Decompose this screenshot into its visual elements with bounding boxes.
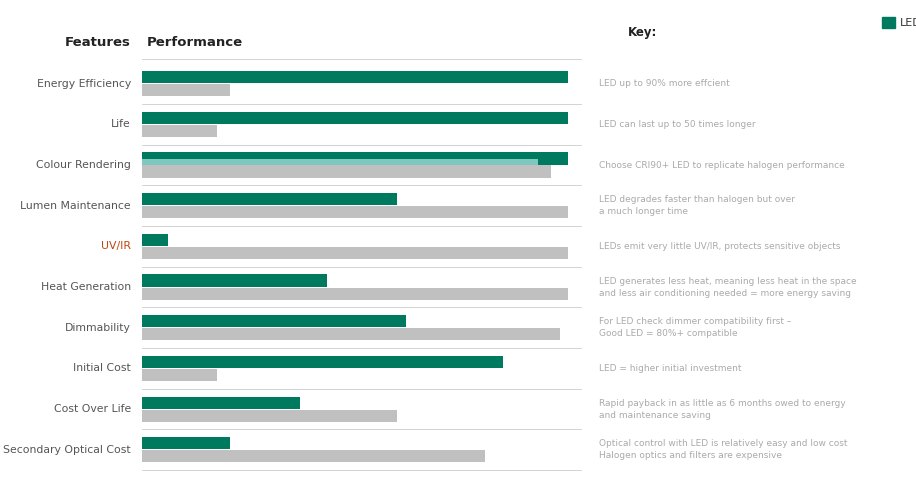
Bar xyxy=(142,328,560,340)
Text: LED generates less heat, meaning less heat in the space
and less air conditionin: LED generates less heat, meaning less he… xyxy=(599,277,856,297)
Bar xyxy=(142,437,230,450)
Text: LED degrades faster than halogen but over
a much longer time: LED degrades faster than halogen but ove… xyxy=(599,195,795,216)
Bar xyxy=(142,450,485,462)
Text: LEDs emit very little UV/IR, protects sensitive objects: LEDs emit very little UV/IR, protects se… xyxy=(599,242,841,251)
Bar xyxy=(142,234,169,246)
Text: LED can last up to 50 times longer: LED can last up to 50 times longer xyxy=(599,120,756,129)
Text: Choose CRI90+ LED to replicate halogen performance: Choose CRI90+ LED to replicate halogen p… xyxy=(599,161,845,169)
Text: UV/IR: UV/IR xyxy=(101,242,131,251)
Text: Heat Generation: Heat Generation xyxy=(41,282,131,292)
Bar xyxy=(142,397,300,409)
Bar xyxy=(142,125,217,137)
Text: Dimmability: Dimmability xyxy=(65,323,131,333)
Bar xyxy=(142,410,397,422)
Bar xyxy=(142,153,569,165)
Legend: LED, Halogen, CRI90+ LED: LED, Halogen, CRI90+ LED xyxy=(882,17,916,28)
Bar xyxy=(142,206,569,218)
Text: Lumen Maintenance: Lumen Maintenance xyxy=(20,201,131,211)
Bar xyxy=(142,165,551,178)
Bar xyxy=(142,159,538,171)
Bar xyxy=(142,193,397,206)
Text: Rapid payback in as little as 6 months owed to energy
and maintenance saving: Rapid payback in as little as 6 months o… xyxy=(599,399,846,419)
Bar xyxy=(142,369,217,381)
Text: Energy Efficiency: Energy Efficiency xyxy=(37,79,131,89)
Bar xyxy=(142,288,569,300)
Text: LED = higher initial investment: LED = higher initial investment xyxy=(599,364,742,373)
Text: Initial Cost: Initial Cost xyxy=(73,364,131,373)
Text: Key:: Key: xyxy=(627,26,657,39)
Text: Secondary Optical Cost: Secondary Optical Cost xyxy=(4,445,131,455)
Bar xyxy=(142,84,230,96)
Text: Cost Over Life: Cost Over Life xyxy=(54,404,131,414)
Bar xyxy=(142,112,569,124)
Bar xyxy=(142,247,569,259)
Bar xyxy=(142,356,503,368)
Bar xyxy=(142,71,569,83)
Text: Features: Features xyxy=(65,36,131,49)
Text: For LED check dimmer compatibility first –
Good LED = 80%+ compatible: For LED check dimmer compatibility first… xyxy=(599,317,791,338)
Text: Colour Rendering: Colour Rendering xyxy=(36,160,131,170)
Bar xyxy=(142,315,406,328)
Text: Performance: Performance xyxy=(147,36,243,49)
Text: Optical control with LED is relatively easy and low cost
Halogen optics and filt: Optical control with LED is relatively e… xyxy=(599,440,847,460)
Text: Life: Life xyxy=(111,120,131,129)
Bar xyxy=(142,275,327,287)
Text: LED up to 90% more effcient: LED up to 90% more effcient xyxy=(599,79,730,88)
